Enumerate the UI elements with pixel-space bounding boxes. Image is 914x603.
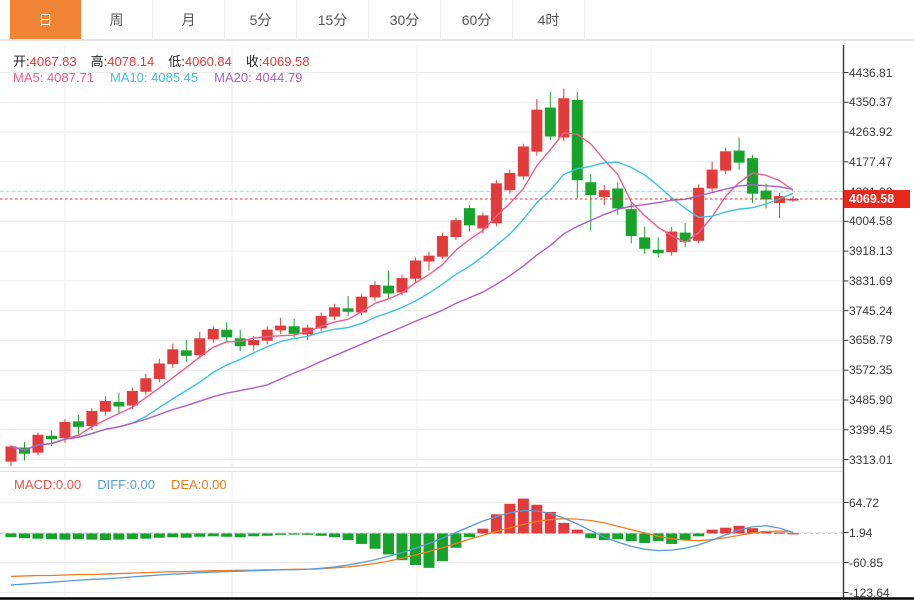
- open-value: 4067.83: [29, 54, 77, 69]
- price-axis-label: 3399.45: [849, 422, 893, 437]
- tab-4hour[interactable]: 4时: [513, 0, 585, 39]
- price-axis-label: 3831.69: [849, 273, 893, 288]
- ma20-value: MA20: 4044.79: [214, 70, 303, 85]
- tab-month[interactable]: 月: [153, 0, 225, 39]
- timeframe-tabbar: 日 周 月 5分 15分 30分 60分 4时: [0, 0, 914, 40]
- macd-axis-label: -123.64: [849, 585, 890, 600]
- diff-value: DIFF:0.00: [97, 477, 155, 492]
- low-label: 低:: [168, 54, 185, 69]
- price-axis-label: 3313.01: [849, 452, 893, 467]
- price-axis-label: 4004.58: [849, 214, 893, 229]
- price-axis-label: 3918.13: [849, 244, 893, 259]
- close-label: 收:: [245, 54, 263, 69]
- macd-readout: MACD:0.00 DIFF:0.00 DEA:0.00: [14, 477, 227, 492]
- tab-60min[interactable]: 60分: [441, 0, 513, 39]
- dea-value: DEA:0.00: [171, 477, 227, 492]
- price-axis-label: 4350.37: [849, 95, 893, 110]
- tab-15min[interactable]: 15分: [297, 0, 369, 39]
- low-value: 4060.84: [184, 54, 232, 69]
- macd-axis-label: 64.72: [849, 495, 880, 510]
- price-axis-label: 4177.47: [849, 154, 893, 169]
- high-label: 高:: [90, 54, 108, 69]
- macd-axis-label: 1.94: [849, 525, 873, 540]
- tab-30min[interactable]: 30分: [369, 0, 441, 39]
- price-axis-label: 3572.35: [849, 363, 893, 378]
- price-axis-label: 3485.90: [849, 392, 893, 407]
- macd-value: MACD:0.00: [14, 477, 82, 492]
- ma5-value: MA5: 4087.71: [13, 70, 94, 85]
- ma-readout: MA5: 4087.71 MA10: 4085.45 MA20: 4044.79: [13, 70, 302, 85]
- tab-day[interactable]: 日: [10, 0, 81, 39]
- high-value: 4078.14: [107, 54, 155, 69]
- tab-5min[interactable]: 5分: [225, 0, 297, 39]
- ohlc-readout: 开:4067.83 高:4078.14 低:4060.84 收:4069.58: [13, 51, 310, 70]
- tab-week[interactable]: 周: [81, 0, 153, 39]
- ma10-value: MA10: 4085.45: [109, 70, 199, 85]
- close-value: 4069.58: [262, 54, 310, 69]
- current-price-tag: 4069.58: [844, 189, 910, 208]
- price-axis-label: 4436.81: [849, 65, 893, 80]
- open-label: 开:: [13, 54, 30, 69]
- macd-axis-label: -60.85: [849, 555, 884, 570]
- price-axis-label: 4263.92: [849, 125, 893, 140]
- price-axis-label: 3745.24: [849, 303, 893, 318]
- price-axis-label: 3658.79: [849, 333, 893, 348]
